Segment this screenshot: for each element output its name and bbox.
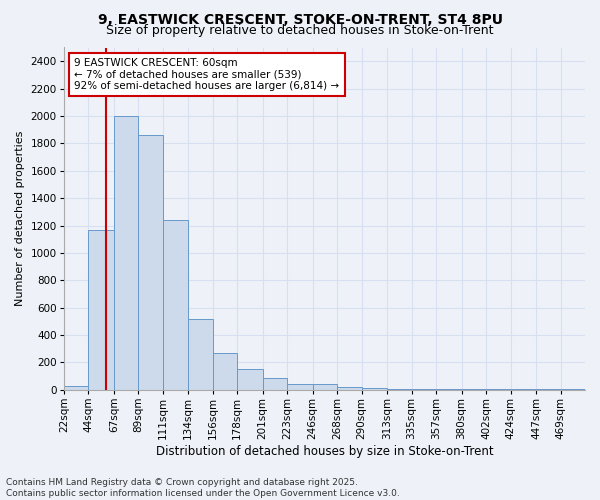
Bar bbox=[560, 389, 585, 390]
Bar bbox=[287, 384, 313, 390]
Bar bbox=[362, 388, 387, 390]
Bar bbox=[436, 389, 461, 390]
Bar bbox=[263, 378, 287, 390]
Bar bbox=[412, 389, 436, 390]
Bar bbox=[486, 389, 511, 390]
Bar bbox=[237, 370, 263, 390]
Bar bbox=[188, 318, 212, 390]
Bar bbox=[138, 135, 163, 390]
Bar bbox=[88, 230, 114, 390]
Bar bbox=[163, 220, 188, 390]
Bar bbox=[64, 386, 88, 390]
Bar bbox=[337, 387, 362, 390]
Text: 9, EASTWICK CRESCENT, STOKE-ON-TRENT, ST4 8PU: 9, EASTWICK CRESCENT, STOKE-ON-TRENT, ST… bbox=[97, 12, 503, 26]
Bar bbox=[212, 353, 237, 390]
Text: 9 EASTWICK CRESCENT: 60sqm
← 7% of detached houses are smaller (539)
92% of semi: 9 EASTWICK CRESCENT: 60sqm ← 7% of detac… bbox=[74, 58, 340, 91]
Bar bbox=[511, 389, 536, 390]
Bar bbox=[461, 389, 486, 390]
Text: Contains HM Land Registry data © Crown copyright and database right 2025.
Contai: Contains HM Land Registry data © Crown c… bbox=[6, 478, 400, 498]
Text: Size of property relative to detached houses in Stoke-on-Trent: Size of property relative to detached ho… bbox=[106, 24, 494, 37]
Bar bbox=[313, 384, 337, 390]
X-axis label: Distribution of detached houses by size in Stoke-on-Trent: Distribution of detached houses by size … bbox=[155, 444, 493, 458]
Bar bbox=[114, 116, 138, 390]
Bar bbox=[536, 389, 560, 390]
Bar bbox=[387, 388, 412, 390]
Y-axis label: Number of detached properties: Number of detached properties bbox=[15, 131, 25, 306]
